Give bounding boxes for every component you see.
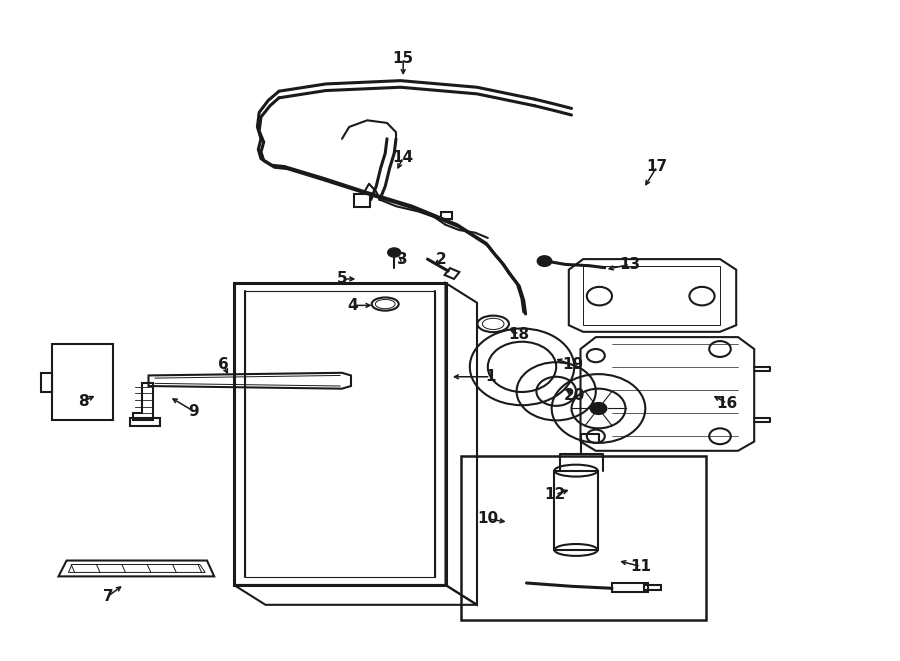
Bar <box>554 471 598 550</box>
Text: 19: 19 <box>562 358 584 372</box>
Bar <box>644 585 661 590</box>
Polygon shape <box>41 373 52 392</box>
Text: 9: 9 <box>188 404 199 418</box>
Bar <box>461 456 706 620</box>
Text: 6: 6 <box>218 358 229 372</box>
Text: 14: 14 <box>392 150 414 165</box>
Bar <box>612 583 648 592</box>
Bar <box>234 283 446 585</box>
Text: 8: 8 <box>78 394 89 408</box>
Text: 11: 11 <box>630 559 652 574</box>
Bar <box>445 268 459 279</box>
Text: 13: 13 <box>619 257 641 272</box>
Text: 4: 4 <box>347 298 358 313</box>
Circle shape <box>387 247 401 258</box>
Text: 12: 12 <box>544 487 566 502</box>
Circle shape <box>537 256 552 266</box>
Bar <box>245 291 435 577</box>
Text: 10: 10 <box>477 512 499 526</box>
Bar <box>52 344 113 420</box>
Text: 7: 7 <box>103 589 113 603</box>
Text: 5: 5 <box>337 272 347 286</box>
Bar <box>354 194 370 207</box>
Text: 18: 18 <box>508 327 530 342</box>
Text: 2: 2 <box>436 253 446 267</box>
Text: 20: 20 <box>563 388 585 403</box>
Text: 15: 15 <box>392 51 414 65</box>
Bar <box>583 266 720 325</box>
Text: 17: 17 <box>646 159 668 174</box>
Polygon shape <box>441 212 452 219</box>
Circle shape <box>590 402 608 415</box>
Text: 1: 1 <box>485 369 496 384</box>
Text: 16: 16 <box>716 396 738 410</box>
Text: 3: 3 <box>397 253 408 267</box>
